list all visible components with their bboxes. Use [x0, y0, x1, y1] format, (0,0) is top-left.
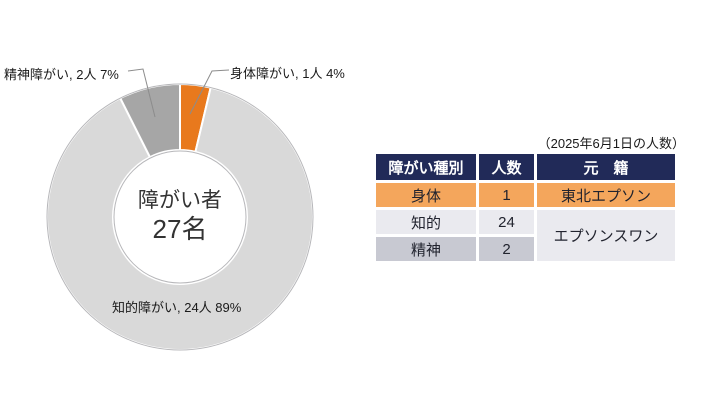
- donut-label-seishin: 精神障がい, 2人 7%: [4, 67, 119, 82]
- cell-type-chiteki: 知的: [376, 210, 476, 234]
- disability-table: 障がい種別 人数 元 籍 身体 1 東北エプソン 知的 24 エプソンスワン 精…: [373, 151, 678, 264]
- table-row-chiteki: 知的 24 エプソンスワン: [376, 210, 675, 261]
- donut-center-title: 障がい者: [138, 189, 222, 212]
- header-count: 人数: [479, 154, 534, 180]
- table-row-shintai: 身体 1 東北エプソン: [376, 183, 675, 207]
- table-caption: （2025年6月1日の人数）: [537, 136, 685, 151]
- leader-line-shintai: [189, 69, 230, 115]
- donut-label-shintai: 身体障がい, 1人 4%: [230, 66, 345, 81]
- donut-center-label: 障がい者 27名: [90, 189, 270, 245]
- cell-count-chiteki: 24: [479, 210, 534, 234]
- table-header-row: 障がい種別 人数 元 籍: [376, 154, 675, 180]
- donut-inner-outline: [113, 150, 247, 284]
- leader-line-seishin: [127, 68, 156, 118]
- donut-label-chiteki: 知的障がい, 24人 89%: [112, 300, 242, 315]
- cell-origin-merged: エプソンスワン: [537, 210, 675, 261]
- cell-count-seishin: 2: [479, 237, 534, 261]
- cell-type-shintai: 身体: [376, 183, 476, 207]
- cell-origin-shintai: 東北エプソン: [537, 183, 675, 207]
- header-origin: 元 籍: [537, 154, 675, 180]
- header-disability-type: 障がい種別: [376, 154, 476, 180]
- cell-type-seishin: 精神: [376, 237, 476, 261]
- donut-slices: [46, 83, 314, 351]
- donut-chart: [46, 68, 314, 351]
- cell-count-shintai: 1: [479, 183, 534, 207]
- table-row-seishin: 精神 2: [376, 237, 675, 261]
- donut-center-count: 27名: [152, 214, 208, 245]
- donut-outer-outline: [46, 83, 314, 351]
